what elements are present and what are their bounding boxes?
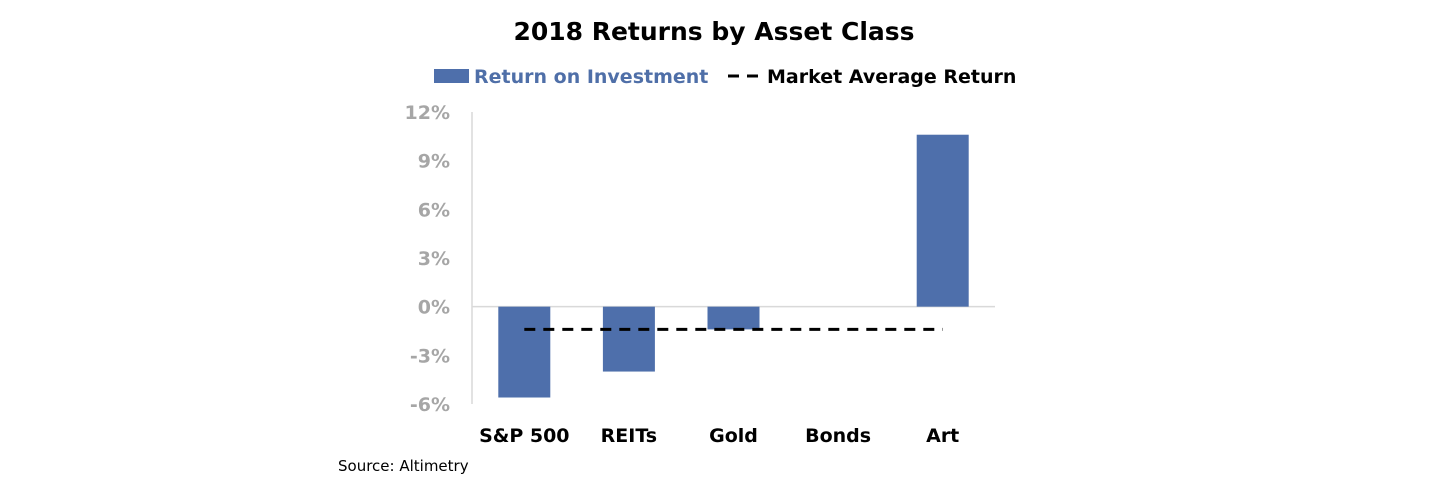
bars <box>498 134 969 398</box>
bar <box>602 306 655 372</box>
y-tick-label: -3% <box>410 345 450 367</box>
y-axis-ticks: 12% 9% 6% 3% 0% -3% -6% <box>405 102 450 416</box>
bar <box>916 134 969 307</box>
y-tick-label: 0% <box>418 297 450 319</box>
bar <box>498 306 551 398</box>
x-axis-ticks: S&P 500 REITs Gold Bonds Art <box>479 425 959 447</box>
y-tick-label: 6% <box>418 199 450 221</box>
y-tick-label: -6% <box>410 394 450 416</box>
chart-title: 2018 Returns by Asset Class <box>513 17 914 46</box>
legend: Return on Investment Market Average Retu… <box>434 66 1016 88</box>
x-tick-label: Gold <box>709 425 758 447</box>
legend-label-bar: Return on Investment <box>474 66 708 88</box>
x-tick-label: Bonds <box>805 425 871 447</box>
source-note: Source: Altimetry <box>338 457 469 475</box>
bar <box>707 306 760 330</box>
legend-swatch-bar <box>434 69 469 83</box>
y-tick-label: 3% <box>418 248 450 270</box>
legend-label-line: Market Average Return <box>767 66 1016 88</box>
x-tick-label: REITs <box>601 425 657 447</box>
y-tick-label: 12% <box>405 102 450 124</box>
x-tick-label: S&P 500 <box>479 425 569 447</box>
y-tick-label: 9% <box>418 151 450 173</box>
x-tick-label: Art <box>926 425 959 447</box>
